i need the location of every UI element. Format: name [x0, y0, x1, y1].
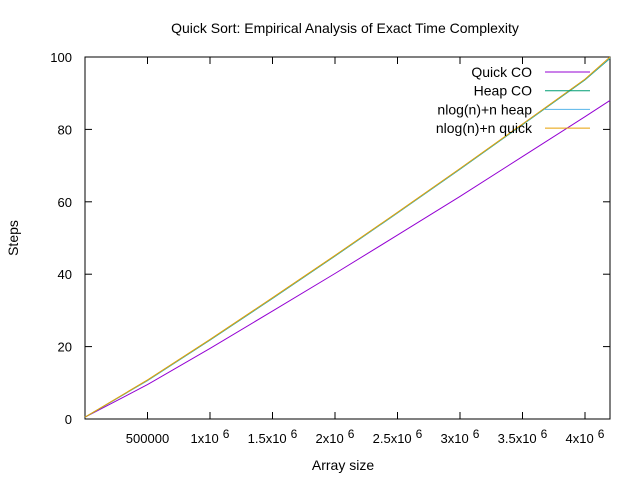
legend-label: nlog(n)+n heap — [437, 101, 532, 117]
y-tick-label: 20 — [58, 340, 72, 355]
x-tick-label: 2.5x10 6 — [373, 427, 423, 446]
chart-title: Quick Sort: Empirical Analysis of Exact … — [171, 20, 519, 36]
legend-label: Heap CO — [474, 83, 532, 99]
x-tick-label: 500000 — [126, 431, 169, 446]
y-tick-label: 80 — [58, 122, 72, 137]
y-tick-label: 60 — [58, 195, 72, 210]
plot-frame — [84, 56, 611, 420]
x-tick-label: 3.5x10 6 — [498, 427, 548, 446]
x-tick-label: 3x10 6 — [441, 427, 480, 446]
x-tick-label: 1.5x10 6 — [248, 427, 298, 446]
x-tick-label: 4x10 6 — [566, 427, 605, 446]
plot-area: 0 20 40 60 80 100 500000 1x10 6 1.5x10 6 2x10 6 2.5x1… — [50, 50, 611, 446]
y-tick-label: 40 — [58, 267, 72, 282]
x-axis-label: Array size — [312, 457, 374, 473]
legend: Quick CO Heap CO nlog(n)+n heap nlog(n)+n q… — [436, 64, 590, 136]
series-line-1 — [84, 99, 611, 418]
x-tick-label: 1x10 6 — [191, 427, 230, 446]
y-tick-label: 0 — [65, 412, 72, 427]
x-tick-label: 2x10 6 — [316, 427, 355, 446]
series-line-4 — [84, 56, 611, 418]
legend-label: Quick CO — [471, 64, 532, 80]
y-axis-label: Steps — [5, 220, 21, 256]
y-tick-label: 100 — [50, 50, 72, 65]
legend-label: nlog(n)+n quick — [436, 120, 533, 136]
